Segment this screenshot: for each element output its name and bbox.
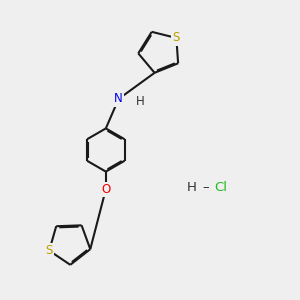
Text: H: H <box>136 95 145 108</box>
Text: S: S <box>46 244 53 257</box>
Text: –: – <box>202 181 209 194</box>
Text: N: N <box>114 92 123 106</box>
Text: S: S <box>173 32 180 44</box>
Text: O: O <box>101 183 110 196</box>
Text: H: H <box>186 181 196 194</box>
Text: Cl: Cl <box>214 181 227 194</box>
